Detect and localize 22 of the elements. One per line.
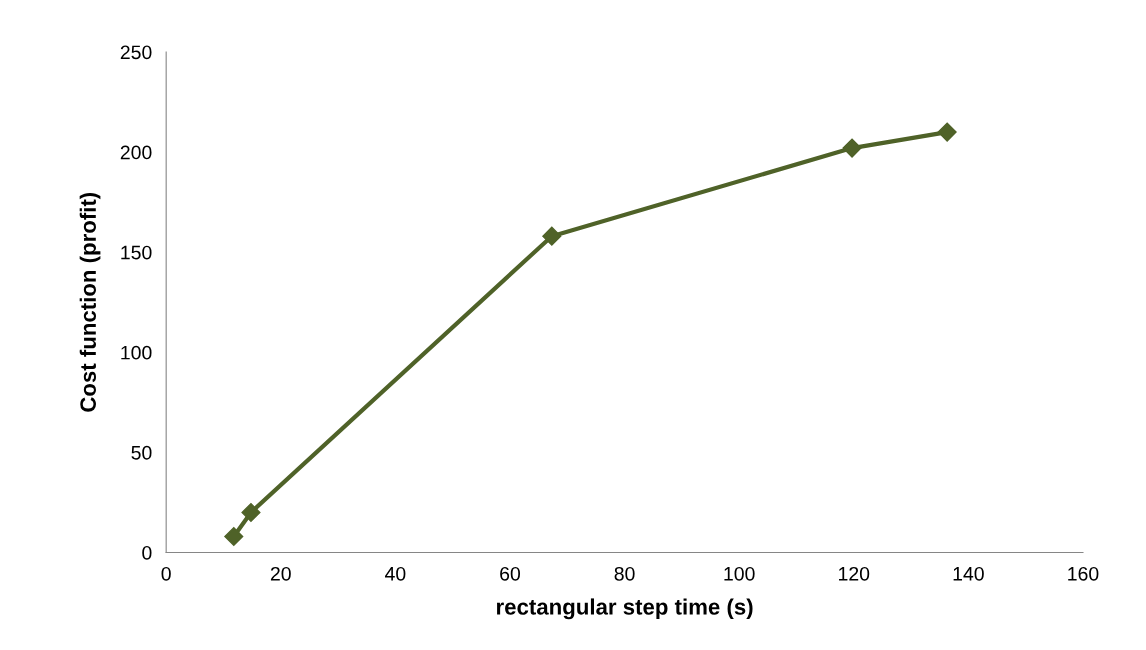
point bbox=[937, 122, 957, 142]
y-tick-label: 250 bbox=[120, 45, 152, 60]
point bbox=[542, 226, 562, 246]
y-tick-label: 150 bbox=[121, 245, 152, 260]
x-tick-label: 80 bbox=[614, 566, 635, 581]
x-tick-label: 160 bbox=[1068, 566, 1099, 581]
point bbox=[224, 526, 244, 547]
x-tick-label: 0 bbox=[161, 566, 171, 581]
x-tick-label: 60 bbox=[500, 566, 521, 581]
point bbox=[241, 502, 261, 522]
y-tick-label: 0 bbox=[142, 545, 152, 560]
x-tick-label: 40 bbox=[385, 566, 406, 581]
x-tick-label: 20 bbox=[270, 566, 291, 581]
y-tick-label: 50 bbox=[131, 445, 152, 460]
x-axis-title: rectangular step time (s) bbox=[497, 598, 753, 620]
x-tick-label: 100 bbox=[724, 566, 755, 581]
point bbox=[842, 138, 862, 158]
x-tick-label: 120 bbox=[839, 566, 870, 581]
y-axis-title: Cost function (profit) bbox=[79, 192, 101, 412]
y-tick-label: 200 bbox=[120, 145, 152, 160]
y-tick-label: 100 bbox=[121, 345, 152, 360]
x-tick-label: 140 bbox=[953, 566, 984, 581]
